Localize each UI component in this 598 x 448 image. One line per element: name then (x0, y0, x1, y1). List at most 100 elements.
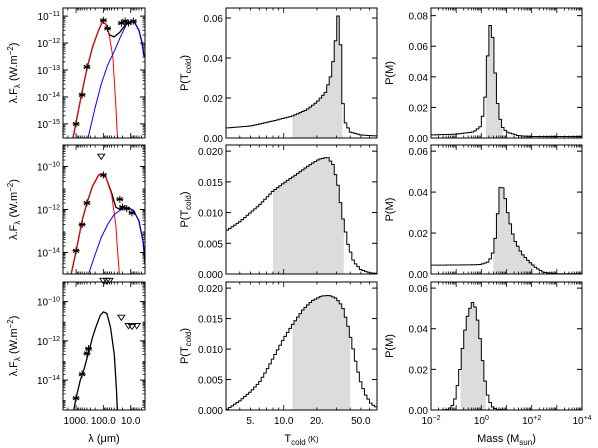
plot-area (431, 187, 582, 274)
tick-mantissa: 10 (572, 416, 584, 427)
x-tick-label: 1000. (64, 416, 89, 427)
upper-limit-triangle (105, 277, 114, 285)
tick-mantissa: 10 (37, 120, 49, 131)
upper-limit-triangle (132, 323, 142, 330)
x-axis-label: Tcold (K) (284, 433, 319, 447)
upper-limit-triangle (127, 323, 137, 331)
y-tick-label: 0.04 (409, 73, 429, 84)
panel-mass2: 0.00 0.02 0.04 0.06 P(M) (384, 144, 583, 281)
y-tick-label: 0.02 (409, 365, 429, 376)
plot-area (431, 302, 582, 410)
tick-exponent: −14 (48, 248, 60, 255)
sed-curve-warm (87, 20, 145, 138)
y-label-sub: cold (184, 332, 193, 347)
data-point-star (72, 394, 80, 402)
credible-interval-shade (292, 15, 343, 138)
tick-exponent: −14 (48, 92, 60, 99)
y-label-end: ) (179, 55, 191, 59)
panel-frame (430, 281, 583, 411)
x-tick-label: 10−2 (421, 415, 440, 427)
y-label-tail: (W.m (8, 55, 20, 84)
data-point-star (72, 247, 80, 255)
plot-area (431, 25, 582, 138)
plot-area (226, 295, 377, 410)
x-axis-label: λ (μm) (88, 433, 119, 445)
y-tick-label: 10−13 (37, 65, 60, 77)
y-label-end: ) (179, 191, 191, 195)
y-axis-label: λ.Fλ (W.m−2) (6, 316, 22, 377)
y-label-sub: λ (13, 357, 22, 361)
panel-frame (430, 7, 583, 139)
tick-mantissa: 10 (37, 337, 49, 348)
tick-mantissa: 10 (37, 376, 49, 387)
panel-temp2: 0.000 0.005 0.010 0.015 0.020 P(Tcold) (179, 144, 378, 281)
posterior-histogram (226, 157, 377, 274)
data-point-star (125, 19, 133, 27)
y-axis-label: P(Tcold) (179, 55, 193, 91)
x-tick-label: 10+4 (572, 415, 591, 427)
x-label-main: T (284, 433, 291, 445)
y-label-main: λ.F (8, 361, 20, 377)
credible-interval-shade (493, 187, 534, 274)
panel-temp1: 0.00 0.02 0.04 0.06 P(Tcold) (179, 7, 378, 145)
y-label-sub: cold (184, 195, 193, 210)
upper-limit-triangle (124, 323, 133, 330)
tick-exponent: −11 (49, 11, 60, 18)
x-label-unit: (K) (306, 435, 319, 444)
sed-curve-cold (72, 21, 118, 138)
y-label-sub: cold (184, 59, 193, 74)
y-tick-label: 0.02 (204, 94, 224, 105)
y-tick-label: 0.04 (409, 188, 429, 199)
y-tick-label: 0.020 (198, 147, 223, 158)
y-tick-label: 0.06 (409, 147, 429, 158)
y-tick-label: 0.06 (409, 284, 429, 295)
tick-mantissa: 10 (37, 93, 49, 104)
y-tick-label: 10−12 (37, 205, 60, 217)
y-tick-label: 10−11 (38, 11, 61, 23)
data-point-star (123, 205, 131, 213)
y-tick-label: 0.00 (204, 134, 224, 145)
data-point-star (83, 199, 91, 207)
panel-frame (225, 144, 378, 275)
sed-curve-total (72, 20, 145, 138)
y-tick-label: 10−14 (37, 248, 60, 260)
y-tick-label: 0.010 (198, 209, 223, 220)
y-tick-label: 0.08 (409, 12, 429, 23)
panel-temp3: 0.000 0.005 0.010 0.015 0.020 5. 10.0 20. 50.0 P(… (179, 281, 378, 447)
panel-frame (62, 281, 146, 411)
tick-exponent: +4 (584, 415, 592, 422)
data-point-star (129, 17, 137, 25)
tick-mantissa: 10 (38, 12, 50, 23)
data-point-star (104, 24, 112, 32)
y-tick-label: 0.04 (409, 325, 429, 336)
y-label-main: λ.F (8, 88, 20, 104)
y-tick-label: 0.005 (198, 376, 223, 387)
y-tick-label: 0.04 (204, 54, 224, 65)
y-tick-label: 0.000 (198, 406, 223, 417)
y-label-tail: (W.m (8, 328, 20, 357)
tick-exponent: −14 (48, 375, 60, 382)
y-tick-label: 0.020 (198, 284, 223, 295)
y-tick-label: 0.02 (409, 103, 429, 114)
plot-area (70, 173, 145, 274)
x-label-main: Mass (M (477, 433, 519, 445)
panel-mass1: 0.00 0.02 0.04 0.06 0.08 P(M) (384, 7, 583, 145)
credible-interval-shade (273, 157, 344, 274)
y-tick-label: 10−14 (37, 92, 60, 104)
data-point-star (85, 345, 93, 353)
posterior-histogram (226, 15, 377, 137)
plot-area (226, 157, 377, 274)
y-label-main: P(T (179, 73, 191, 91)
y-label-sub: λ (13, 84, 22, 88)
credible-interval-shade (460, 302, 486, 410)
tick-mantissa: 10 (37, 298, 49, 309)
tick-exponent: −12 (48, 336, 60, 343)
tick-exponent: −12 (48, 205, 60, 212)
y-tick-label: 0.000 (198, 270, 223, 281)
tick-exponent: +2 (533, 415, 541, 422)
tick-exponent: −12 (48, 38, 60, 45)
tick-mantissa: 10 (474, 416, 486, 427)
